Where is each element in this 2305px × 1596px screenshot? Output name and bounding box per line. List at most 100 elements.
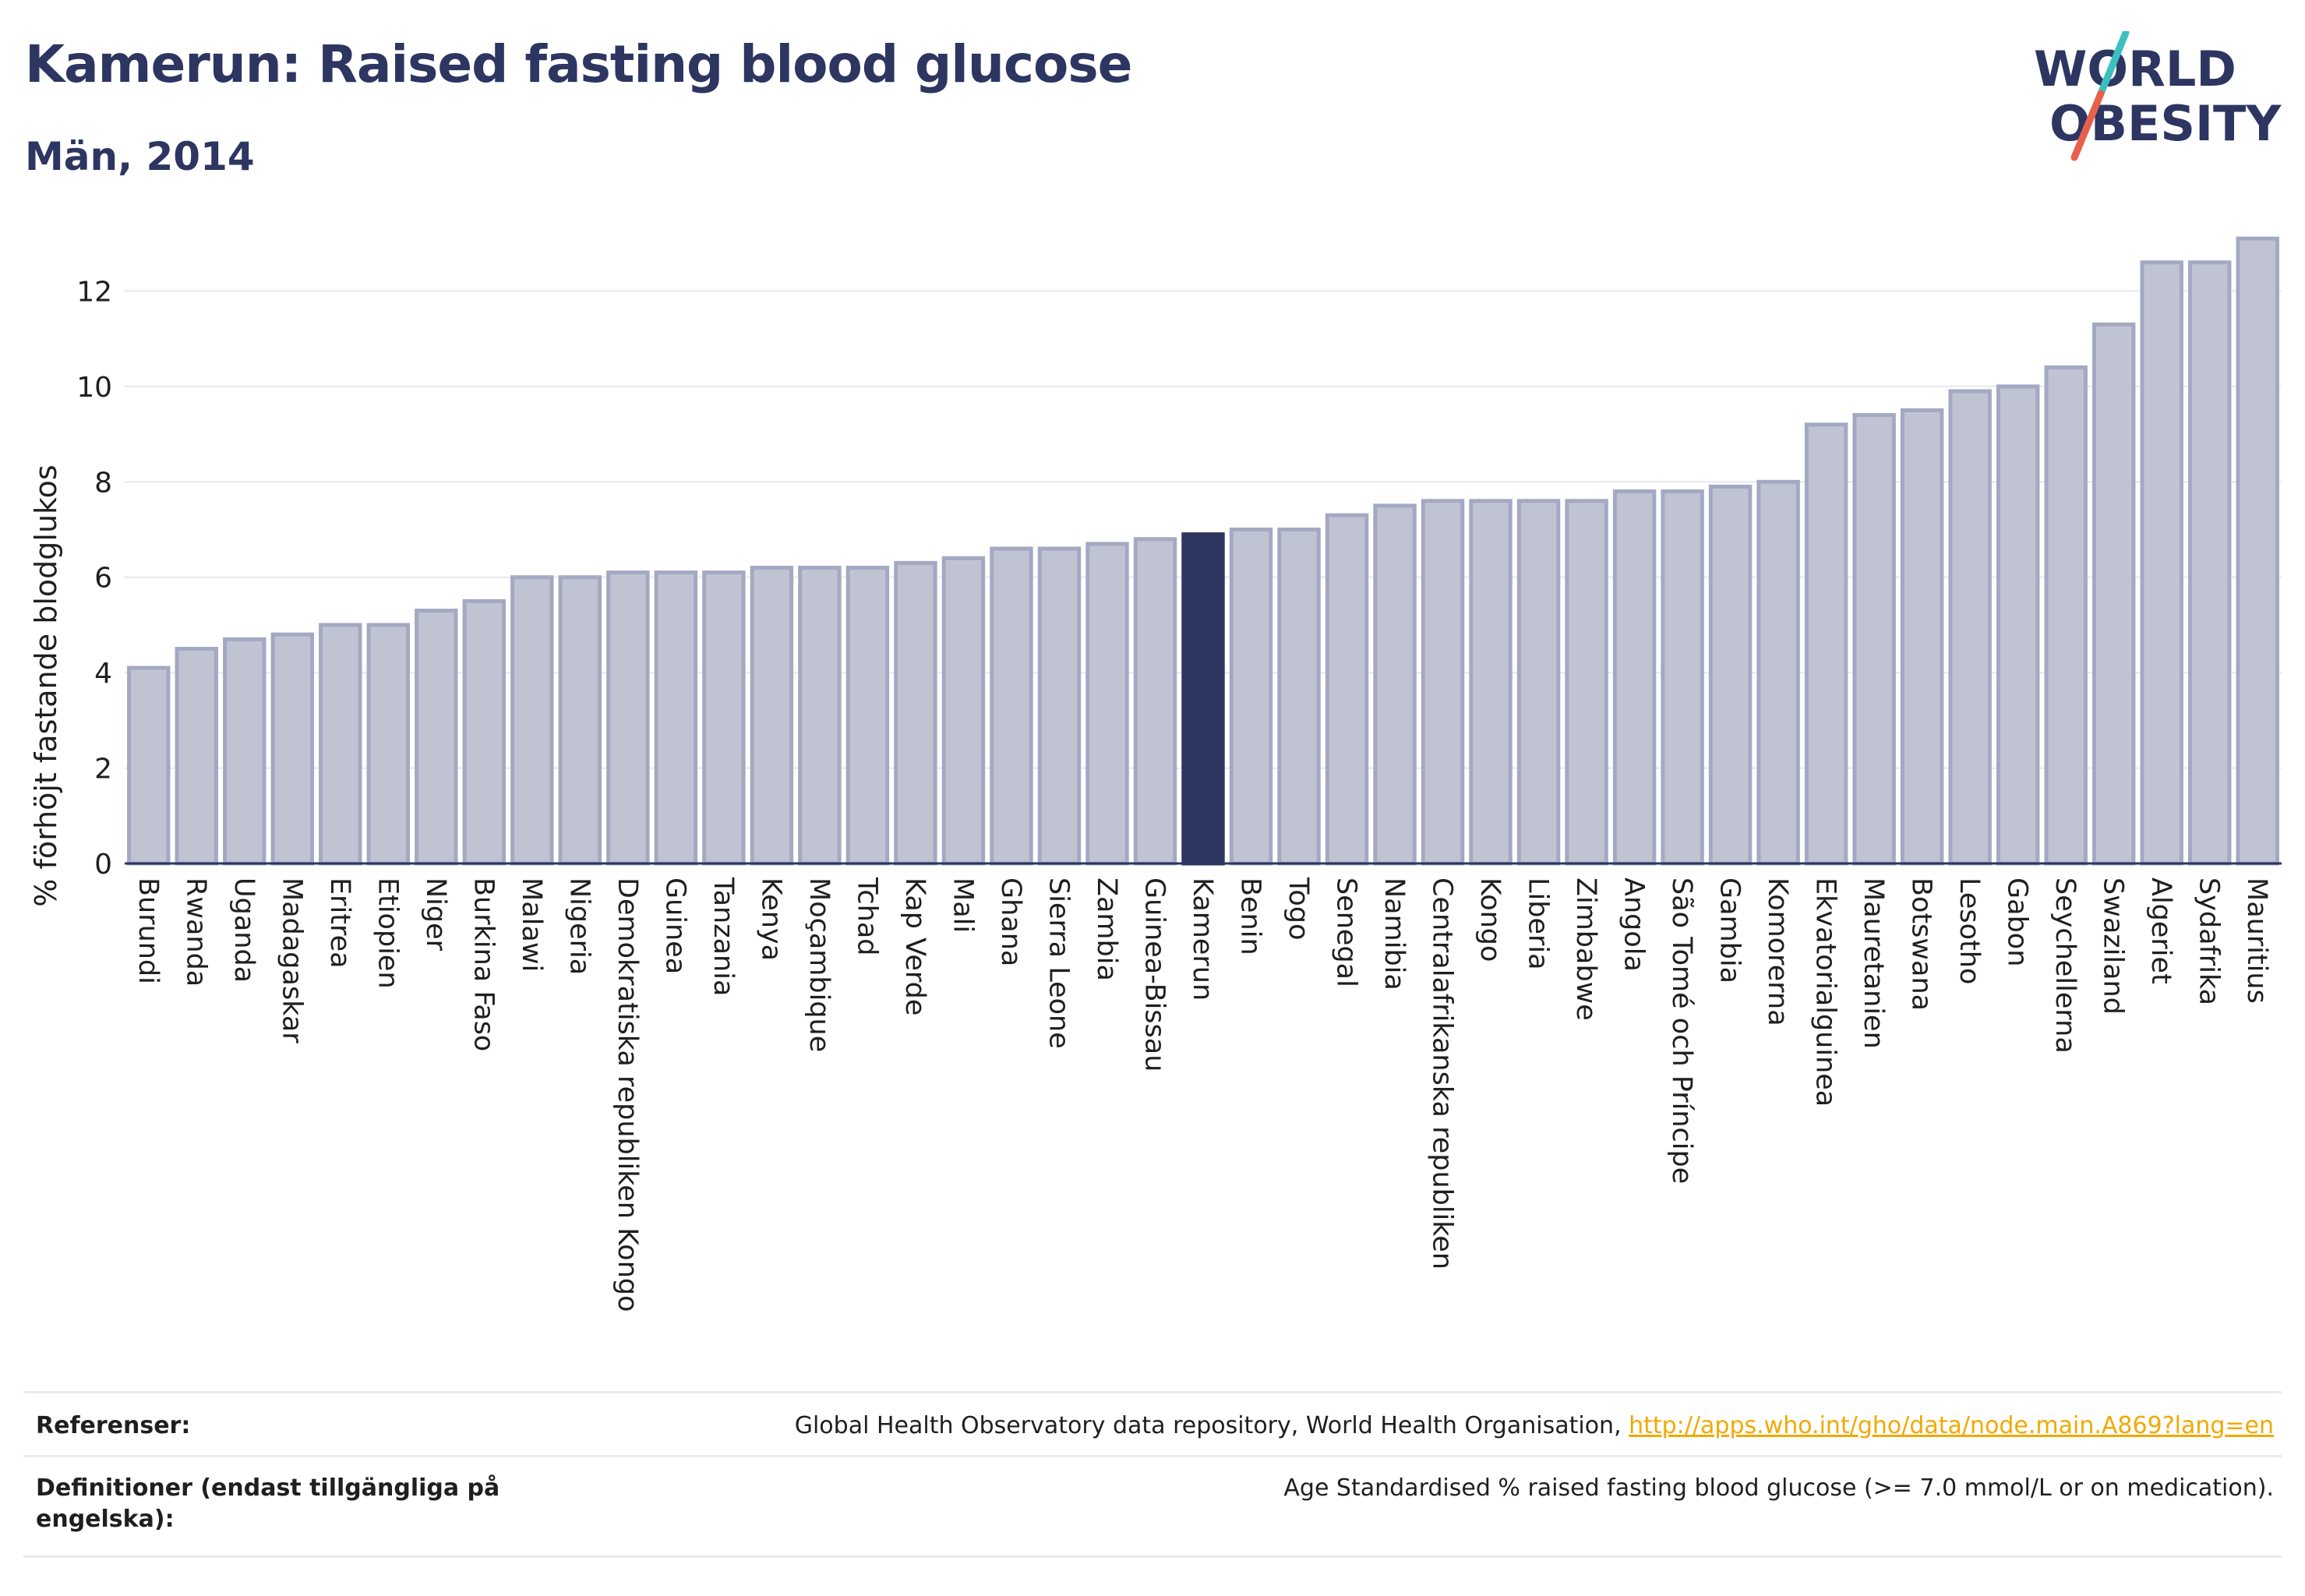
y-tick-label: 4 [94, 658, 112, 690]
bar [990, 546, 1033, 866]
x-tick-label: Sierra Leone [1043, 877, 1074, 1049]
x-tick-label: Seychellerna [2049, 877, 2081, 1054]
bar [1421, 499, 1465, 866]
x-tick-label: Angola [1618, 877, 1650, 972]
definitions-row: Definitioner (endast tillgängliga på eng… [23, 1455, 2282, 1558]
x-tick-label: Ekvatorialguinea [1810, 877, 1841, 1107]
logo-text-line1: WORLD [2034, 41, 2236, 97]
x-tick-label: Uganda [228, 877, 259, 983]
x-tick-label: Benin [1235, 877, 1266, 955]
chart-subtitle: Män, 2014 [25, 134, 255, 179]
bar [510, 575, 554, 866]
x-tick-label: Mali [947, 877, 978, 933]
bar [702, 570, 746, 866]
bar [1373, 503, 1417, 866]
bar [798, 565, 842, 866]
bar [2044, 365, 2088, 866]
bar [1708, 484, 1753, 866]
x-tick-label: Niger [420, 877, 451, 952]
x-tick-label: Guinea-Bissau [1138, 877, 1170, 1072]
logo-text-line2: OBESITY [2049, 95, 2282, 152]
x-tick-label: Zambia [1091, 877, 1122, 981]
bar [319, 623, 362, 866]
definitions-value: Age Standardised % raised fasting blood … [1283, 1474, 2274, 1502]
x-tick-label: Liberia [1523, 877, 1554, 970]
x-tick-label: Gambia [1714, 877, 1746, 983]
y-axis-label: % förhöjt fastande blodglukos [29, 464, 63, 906]
bar [2091, 322, 2136, 866]
definitions-label: Definitioner (endast tillgängliga på eng… [36, 1473, 499, 1535]
x-tick-label: Kenya [755, 877, 786, 961]
references-link[interactable]: http://apps.who.int/gho/data/node.main.A… [1629, 1412, 2274, 1439]
bars [127, 236, 2279, 866]
x-tick-label: Senegal [1331, 877, 1362, 987]
bar [558, 575, 602, 866]
bar [606, 570, 650, 866]
bar [223, 637, 267, 866]
bar [462, 598, 507, 866]
bar [1612, 489, 1657, 866]
y-tick-label: 0 [94, 849, 112, 881]
x-tick-label: Burundi [132, 877, 164, 984]
logo-slash-bottom [2070, 90, 2105, 161]
bar [894, 560, 937, 866]
references-section: Referenser: Global Health Observatory da… [23, 1391, 2282, 1562]
definitions-label-line2: engelska): [36, 1506, 175, 1533]
bar [845, 565, 890, 866]
x-tick-label: Nigeria [563, 877, 595, 975]
x-tick-label: Madagaskar [276, 877, 307, 1043]
bar [127, 666, 171, 866]
bar [415, 609, 458, 866]
x-tick-label: Tanzania [708, 877, 739, 996]
x-tick-label: Kap Verde [899, 877, 930, 1015]
bar [1948, 389, 1992, 866]
x-tick-label: São Tomé och Príncipe [1666, 877, 1697, 1184]
y-tick-label: 10 [76, 372, 112, 404]
bar [654, 570, 698, 866]
bar [1085, 542, 1129, 866]
x-tick-label: Algeriet [2145, 877, 2176, 984]
references-text: Global Health Observatory data repositor… [794, 1412, 1629, 1439]
x-tick-label: Malawi [516, 877, 547, 972]
chart-title: Kamerun: Raised fasting blood glucose [25, 34, 1132, 94]
bar [750, 565, 794, 866]
tick-labels: 0 2 4 6 8 10 12 Burundi Rwanda Uganda Madagaskar Er… [76, 276, 2272, 1312]
x-tick-label: Guinea [659, 877, 690, 974]
x-tick-label: Gabon [2002, 877, 2033, 966]
x-tick-label: Botswana [1906, 877, 1937, 1011]
x-tick-label: Namibia [1378, 877, 1410, 990]
bar [941, 556, 986, 866]
x-tick-label: Sydafrika [2194, 877, 2225, 1005]
x-tick-label: Ghana [995, 877, 1026, 966]
x-tick-label: Tchad [851, 877, 882, 956]
x-tick-label: Demokratiska republiken Kongo [612, 877, 643, 1312]
x-tick-label: Burkina Faso [468, 877, 499, 1051]
x-tick-label: Lesotho [1954, 877, 1985, 984]
bar [2236, 236, 2279, 866]
x-tick-label: Mauritius [2241, 877, 2272, 1004]
bar [366, 623, 411, 866]
bar [1756, 479, 1800, 866]
x-tick-label: Moçambique [803, 877, 835, 1052]
y-tick-label: 12 [76, 276, 112, 308]
bar [1516, 499, 1561, 866]
bar [1852, 413, 1896, 866]
bar [1900, 408, 1944, 866]
x-tick-label: Rwanda [180, 877, 211, 987]
definitions-label-line1: Definitioner (endast tillgängliga på [36, 1474, 500, 1502]
bar [175, 647, 218, 866]
x-tick-label: Zimbabwe [1570, 877, 1601, 1021]
references-row: Referenser: Global Health Observatory da… [23, 1391, 2282, 1457]
bar [1181, 532, 1225, 866]
bar [1325, 513, 1369, 866]
x-tick-label: Centralafrikanska republiken [1427, 877, 1458, 1269]
bar [1996, 384, 2040, 866]
references-value: Global Health Observatory data repositor… [795, 1411, 2274, 1442]
x-tick-label: Kongo [1474, 877, 1505, 962]
y-tick-label: 2 [94, 754, 112, 786]
x-tick-label: Etiopien [372, 877, 403, 989]
bar [1133, 537, 1177, 866]
bar [1804, 422, 1848, 866]
bar-chart: 0 2 4 6 8 10 12 Burundi Rwanda Uganda Madagaskar Er… [29, 236, 2282, 1312]
bar [1037, 546, 1082, 866]
